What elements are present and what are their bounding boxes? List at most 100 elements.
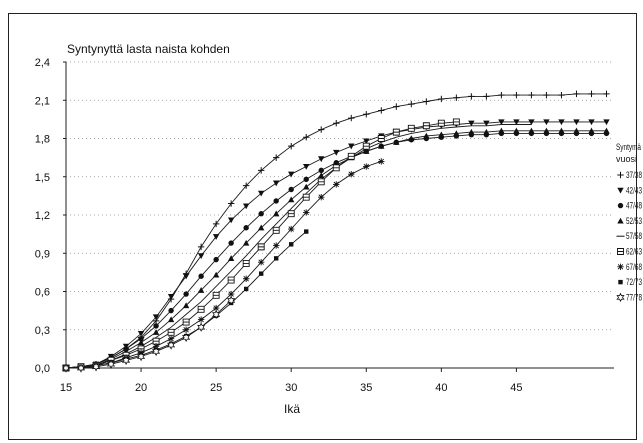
marker-77-78-age-26 <box>227 295 236 306</box>
x-tick-label-5: 40 <box>435 382 447 394</box>
legend-label-37-38: 37/38 <box>626 170 642 180</box>
marker-52-53-age-23 <box>182 302 190 309</box>
legend-marker-72-73 <box>618 279 623 285</box>
marker-62-63-age-36 <box>377 135 385 142</box>
marker-52-53-age-50 <box>588 127 595 134</box>
legend-label-62-63: 62/63 <box>626 247 642 257</box>
marker-67-68-age-21 <box>152 343 160 350</box>
legend-marker-37-38 <box>617 171 624 179</box>
marker-67-68-age-25 <box>212 304 220 312</box>
marker-37-38-age-32 <box>318 126 325 133</box>
marker-67-68-age-27 <box>242 275 250 282</box>
x-tick-label-3: 30 <box>285 382 297 394</box>
y-tick-label-3: 0,9 <box>35 248 50 260</box>
marker-77-78-age-18 <box>106 359 116 369</box>
marker-37-38-age-41 <box>453 94 460 101</box>
marker-37-38-age-45 <box>513 91 520 99</box>
marker-42-43-age-35 <box>363 138 370 145</box>
legend-entry-37-38: 37/38 <box>617 170 642 180</box>
marker-42-43-age-46 <box>528 119 535 126</box>
marker-62-63-age-38 <box>407 124 415 132</box>
legend-label-77-78: 77/78 <box>626 292 642 302</box>
marker-62-63-age-40 <box>437 119 445 127</box>
y-tick-label-7: 2,1 <box>35 95 50 107</box>
marker-42-43-age-30 <box>288 171 295 178</box>
x-tick-label-4: 35 <box>360 382 372 394</box>
x-tick-label-6: 45 <box>510 382 522 394</box>
marker-52-53-age-31 <box>303 183 310 190</box>
marker-62-63-age-23 <box>182 318 190 326</box>
legend-entry-77-78: 77/78 <box>616 292 642 303</box>
marker-42-43-age-24 <box>197 253 205 259</box>
marker-62-63-age-33 <box>332 164 340 172</box>
marker-52-53-age-21 <box>152 329 160 335</box>
marker-37-38-age-44 <box>498 91 505 99</box>
marker-62-63-age-20 <box>137 345 145 353</box>
y-tick-label-1: 0,3 <box>35 325 50 337</box>
marker-52-53-age-42 <box>468 128 475 135</box>
marker-47-48-age-25 <box>213 256 219 263</box>
marker-62-63-age-41 <box>452 118 460 126</box>
marker-52-53-age-30 <box>288 196 295 203</box>
marker-37-38-age-30 <box>288 142 295 150</box>
marker-37-38-age-48 <box>558 91 565 99</box>
marker-47-48-age-30 <box>288 186 294 193</box>
marker-37-38-age-50 <box>588 90 595 98</box>
legend-entry-62-63: 62/63 <box>617 247 642 257</box>
x-tick-label-1: 20 <box>135 382 147 394</box>
grid <box>66 61 614 331</box>
marker-62-63-age-35 <box>362 142 370 150</box>
legend-entry-47-48: 47/48 <box>617 201 642 211</box>
marker-52-53-age-36 <box>378 142 385 149</box>
y-tick-label-6: 1,8 <box>35 134 50 146</box>
marker-72-73-age-28 <box>258 271 264 276</box>
x-tick-label-0: 15 <box>60 382 72 394</box>
marker-52-53-age-45 <box>513 127 520 134</box>
marker-42-43-age-23 <box>182 273 190 280</box>
marker-67-68-age-33 <box>333 181 340 188</box>
marker-37-38-age-47 <box>543 91 550 99</box>
legend-entry-72-73: 72/73 <box>618 277 642 287</box>
marker-52-53-age-29 <box>272 210 280 217</box>
marker-52-53-age-24 <box>197 287 205 293</box>
marker-62-63-age-25 <box>212 291 220 299</box>
marker-47-48-age-31 <box>303 176 309 182</box>
marker-52-53-age-32 <box>318 172 325 179</box>
marker-77-78-age-23 <box>182 332 191 343</box>
marker-52-53-age-41 <box>453 130 460 136</box>
marker-47-48-age-27 <box>243 225 249 231</box>
series-57-58 <box>65 124 532 369</box>
legend-marker-77-78 <box>616 292 625 303</box>
legend-label-52-53: 52/53 <box>626 216 642 226</box>
marker-37-38-age-28 <box>257 167 265 174</box>
figure-border <box>8 13 637 440</box>
marker-37-38-age-40 <box>438 95 445 103</box>
marker-52-53-age-40 <box>438 131 445 138</box>
marker-52-53-age-48 <box>558 127 565 134</box>
marker-62-63-age-32 <box>317 178 325 186</box>
y-tick-label-0: 0,0 <box>35 363 50 375</box>
marker-52-53-age-26 <box>227 255 235 261</box>
marker-62-63-age-39 <box>422 122 430 130</box>
series-line-67-68 <box>65 160 382 369</box>
marker-37-38-age-43 <box>483 93 490 100</box>
marker-37-38-age-27 <box>242 182 250 189</box>
marker-52-53-age-38 <box>408 135 415 142</box>
y-tick-label-4: 1,2 <box>35 210 50 222</box>
legend-entry-57-58: 57/58 <box>616 231 642 241</box>
marker-37-38-age-25 <box>212 220 220 228</box>
marker-47-48-age-23 <box>183 291 189 297</box>
marker-37-38-age-39 <box>423 98 430 105</box>
marker-42-43-age-28 <box>257 190 265 197</box>
marker-62-63-age-27 <box>242 260 250 267</box>
y-tick-label-2: 0,6 <box>35 287 50 299</box>
marker-52-53-age-43 <box>483 128 490 135</box>
marker-52-53-age-46 <box>528 127 535 134</box>
marker-42-43-age-31 <box>303 163 310 170</box>
marker-42-43-age-51 <box>603 119 610 126</box>
legend-label-67-68: 67/68 <box>626 262 642 272</box>
x-tick-label-2: 25 <box>210 382 222 394</box>
legend-marker-47-48 <box>617 202 624 209</box>
marker-77-78-age-19 <box>121 355 131 366</box>
marker-47-48-age-26 <box>228 240 234 246</box>
